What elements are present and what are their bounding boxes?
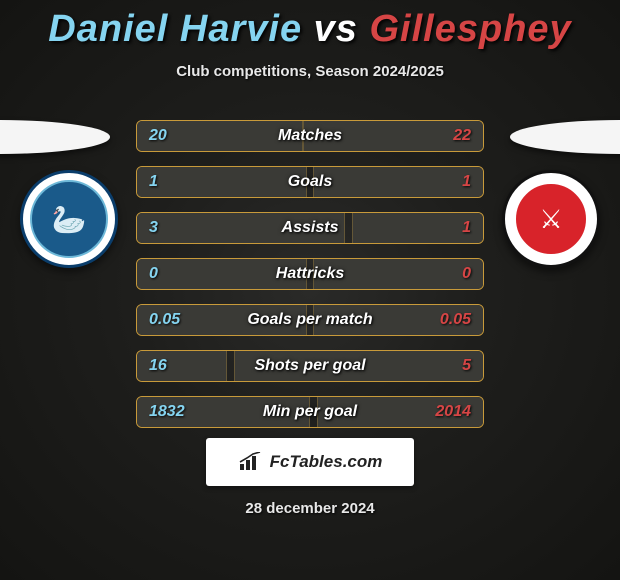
stat-value-left: 16 [149, 357, 167, 375]
stat-row: 3 1 Assists [136, 212, 484, 244]
player2-club-badge: ⚔ [502, 170, 600, 268]
stat-row: 1 1 Goals [136, 166, 484, 198]
stat-value-left: 1 [149, 173, 158, 191]
stat-label: Matches [278, 127, 342, 145]
stat-row: 20 22 Matches [136, 120, 484, 152]
season-subtitle: Club competitions, Season 2024/2025 [0, 63, 620, 80]
stat-value-right: 22 [453, 127, 471, 145]
stat-label: Min per goal [263, 403, 357, 421]
stat-value-right: 1 [462, 219, 471, 237]
stat-value-right: 0 [462, 265, 471, 283]
stat-row: 0.05 0.05 Goals per match [136, 304, 484, 336]
stat-value-left: 3 [149, 219, 158, 237]
player2-name: Gillesphey [370, 8, 572, 50]
stat-label: Assists [282, 219, 339, 237]
stats-container: 20 22 Matches 1 1 Goals 3 1 Assists 0 0 Hattricks 0.… [136, 120, 484, 442]
stat-bar-left [137, 167, 307, 197]
stat-row: 0 0 Hattricks [136, 258, 484, 290]
stat-value-left: 0 [149, 265, 158, 283]
stat-value-right: 1 [462, 173, 471, 191]
stat-value-left: 1832 [149, 403, 185, 421]
stat-label: Shots per goal [254, 357, 365, 375]
vs-separator: vs [314, 8, 358, 50]
snapshot-date: 28 december 2024 [245, 500, 374, 517]
fctables-chart-icon [238, 452, 264, 472]
stat-row: 16 5 Shots per goal [136, 350, 484, 382]
player1-club-badge: 🦢 [20, 170, 118, 268]
stat-label: Hattricks [276, 265, 344, 283]
stat-value-right: 5 [462, 357, 471, 375]
comparison-title: Daniel Harvie vs Gillesphey [0, 0, 620, 51]
stat-value-left: 20 [149, 127, 167, 145]
right-ellipse-decor [510, 120, 620, 154]
fctables-watermark: FcTables.com [206, 438, 414, 486]
stat-value-left: 0.05 [149, 311, 180, 329]
stat-label: Goals [288, 173, 332, 191]
stat-label: Goals per match [247, 311, 372, 329]
charlton-sword-icon: ⚔ [514, 182, 588, 256]
stat-row: 1832 2014 Min per goal [136, 396, 484, 428]
stat-value-right: 0.05 [440, 311, 471, 329]
fctables-label: FcTables.com [270, 452, 383, 472]
wycombe-swan-icon: 🦢 [30, 180, 108, 258]
stat-bar-right [313, 167, 483, 197]
stat-value-right: 2014 [435, 403, 471, 421]
left-ellipse-decor [0, 120, 110, 154]
player1-name: Daniel Harvie [48, 8, 302, 50]
